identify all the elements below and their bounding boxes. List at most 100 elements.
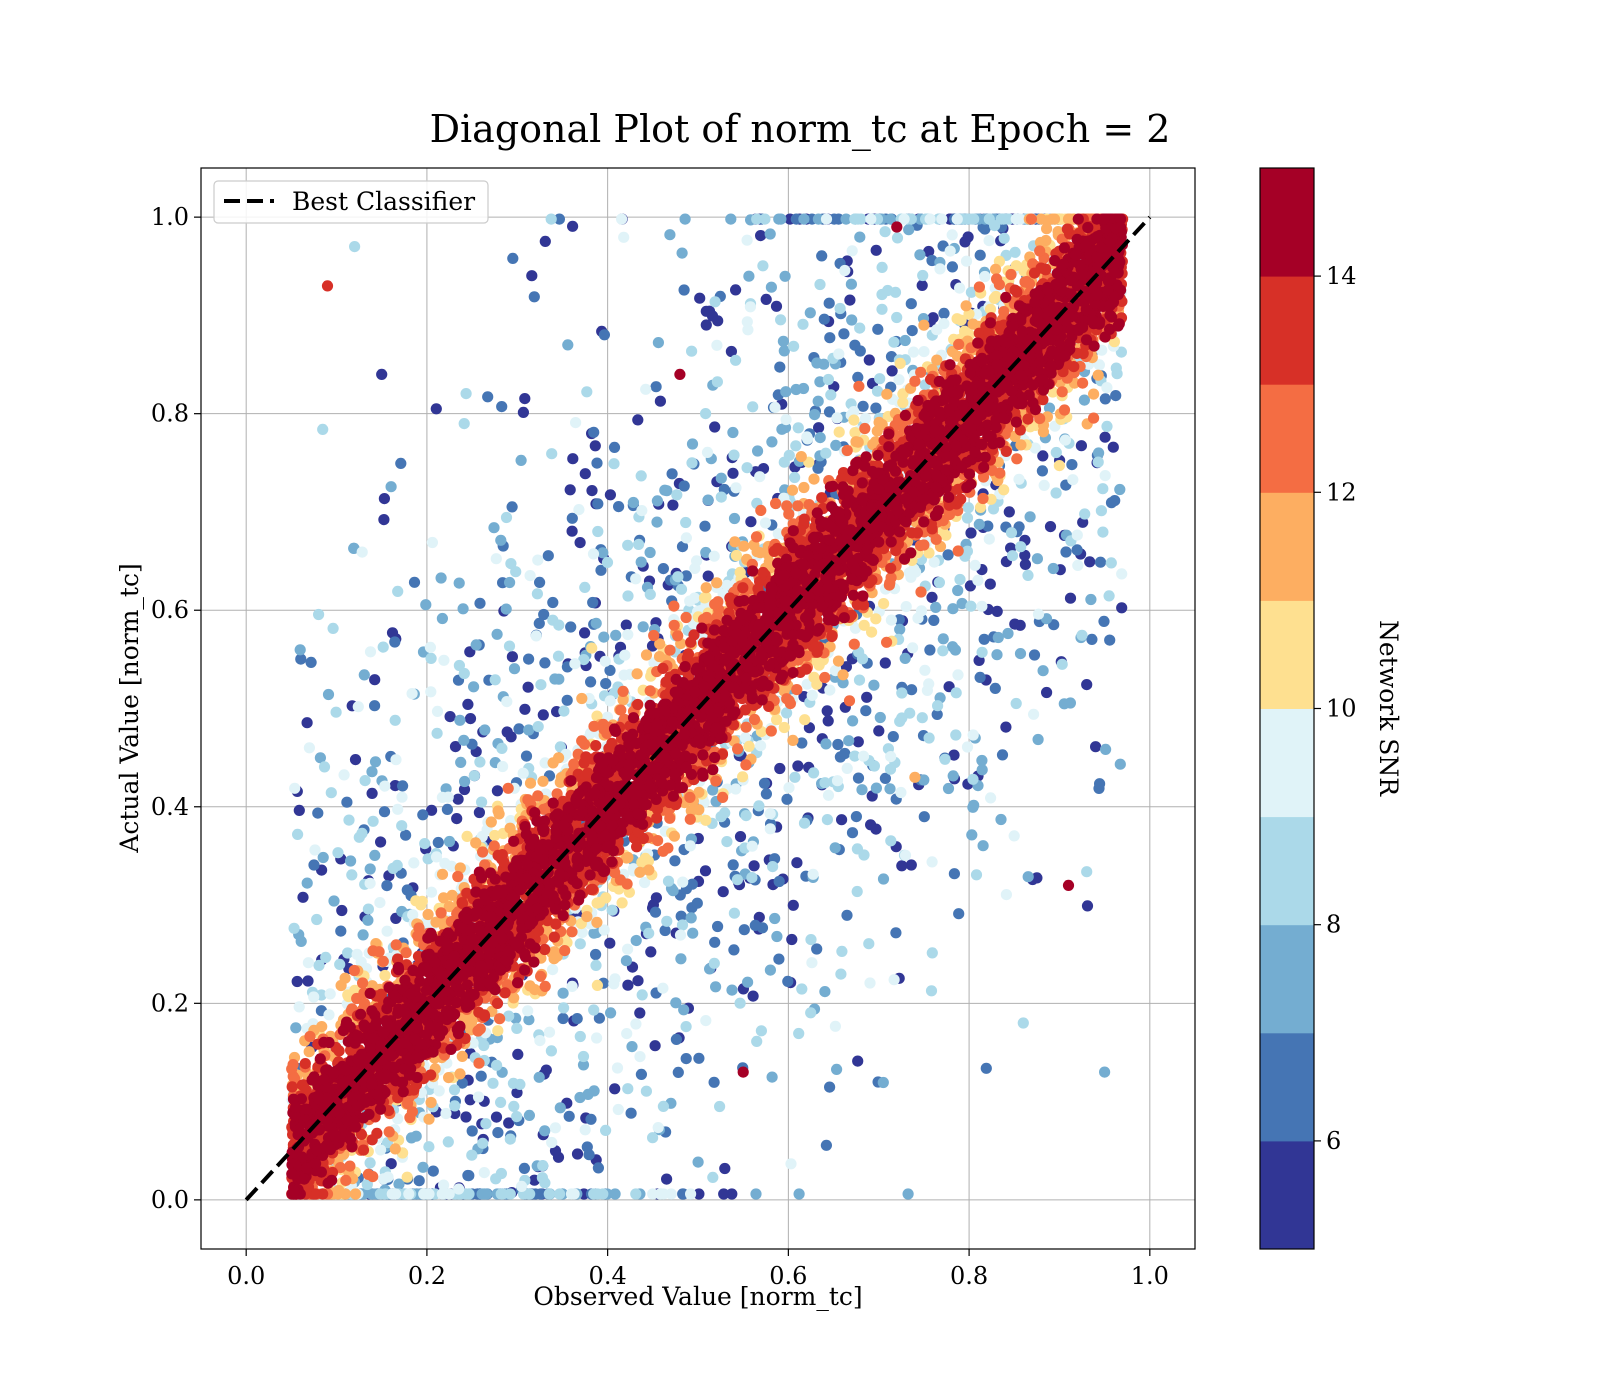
scatter-point [549, 1122, 562, 1134]
scatter-point [721, 836, 733, 848]
scatter-point [923, 245, 935, 258]
scatter-point [417, 809, 429, 821]
scatter-point [588, 927, 600, 939]
scatter-point [874, 711, 886, 724]
scatter-point [846, 314, 858, 326]
scatter-point [1043, 402, 1056, 414]
scatter-point [792, 500, 804, 512]
scatter-point [740, 810, 752, 822]
scatter-point [420, 599, 432, 611]
scatter-point [1056, 658, 1068, 670]
scatter-point [934, 263, 946, 275]
scatter-point [819, 777, 831, 789]
scatter-point [635, 470, 647, 482]
scatter-point [336, 904, 348, 917]
scatter-point [727, 467, 739, 479]
scatter-point [798, 817, 811, 829]
scatter-point [330, 706, 342, 718]
scatter-point [937, 645, 949, 657]
scatter-point [751, 213, 763, 225]
scatter-point [711, 577, 723, 589]
scatter-point [579, 1124, 591, 1136]
scatter-point [1022, 569, 1034, 582]
scatter-point [574, 537, 586, 549]
scatter-point [333, 1184, 345, 1197]
scatter-point [1114, 483, 1126, 496]
scatter-point [1088, 388, 1100, 400]
scatter-point [488, 522, 500, 534]
scatter-point [770, 497, 782, 510]
scatter-point [644, 685, 656, 697]
scatter-point [586, 485, 598, 497]
scatter-point [730, 549, 743, 562]
scatter-point [967, 318, 979, 330]
scatter-point [522, 794, 534, 806]
scatter-point [436, 612, 448, 625]
scatter-point [308, 991, 320, 1003]
scatter-point [804, 307, 816, 319]
scatter-point [848, 638, 860, 650]
scatter-point [674, 929, 687, 941]
scatter-point [532, 790, 544, 802]
scatter-point [474, 1023, 486, 1035]
scatter-point [848, 414, 860, 426]
scatter-point [604, 664, 616, 677]
scatter-point [912, 612, 924, 624]
scatter-point [822, 373, 835, 386]
scatter-point [926, 947, 938, 959]
scatter-point [309, 844, 321, 856]
scatter-point [500, 603, 512, 615]
scatter-point [837, 669, 849, 681]
scatter-point [829, 842, 841, 854]
scatter-point [590, 617, 602, 629]
scatter-point [775, 213, 787, 225]
scatter-point [1036, 465, 1048, 477]
scatter-point [1104, 634, 1116, 646]
scatter-point [812, 462, 824, 474]
scatter-point [378, 493, 390, 505]
scatter-point [870, 613, 882, 625]
scatter-point [400, 829, 412, 841]
scatter-point [292, 828, 304, 841]
scatter-point [807, 868, 819, 880]
scatter-point [846, 827, 859, 839]
scatter-point [1059, 434, 1071, 446]
scatter-point [558, 1002, 570, 1014]
scatter-point [766, 436, 778, 448]
scatter-point [617, 685, 629, 698]
scatter-point [991, 605, 1003, 618]
scatter-point [899, 652, 911, 665]
scatter-point [1085, 593, 1097, 606]
scatter-point [657, 1100, 670, 1112]
scatter-point [899, 334, 911, 347]
scatter-point [535, 679, 547, 691]
scatter-point [366, 1188, 378, 1200]
scatter-point [1078, 394, 1090, 406]
scatter-point [680, 611, 692, 624]
scatter-point [458, 734, 470, 746]
scatter-point [357, 929, 369, 941]
scatter-point [852, 371, 864, 383]
scatter-point [647, 1132, 659, 1144]
scatter-point [582, 1088, 594, 1100]
scatter-point [1107, 441, 1119, 453]
scatter-point [1062, 213, 1075, 225]
scatter-point [693, 1052, 705, 1064]
scatter-point [902, 1188, 914, 1200]
scatter-point [600, 1124, 612, 1136]
scatter-point [976, 764, 988, 776]
scatter-point [884, 763, 897, 775]
scatter-point [968, 213, 980, 225]
scatter-point [891, 232, 904, 244]
scatter-point [881, 388, 893, 400]
scatter-point [675, 910, 687, 922]
scatter-point [616, 897, 628, 909]
scatter-point [550, 918, 562, 930]
scatter-point [462, 698, 474, 711]
scatter-point [972, 574, 984, 587]
scatter-point [857, 400, 869, 412]
scatter-point [885, 751, 897, 763]
scatter-point [1010, 697, 1022, 710]
scatter-point [931, 708, 943, 721]
scatter-point [546, 448, 558, 460]
